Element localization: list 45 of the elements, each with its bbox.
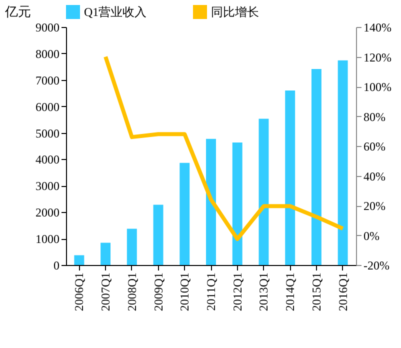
x-tick-label: 2013Q1	[256, 272, 271, 312]
bar	[338, 60, 348, 265]
y-tick-label: 0	[54, 258, 60, 272]
bar	[232, 142, 242, 265]
bar	[206, 138, 216, 265]
bar	[153, 204, 164, 265]
y-tick-label: 3000	[36, 179, 60, 194]
y2-tick-label: -20%	[364, 258, 390, 272]
x-tick-label: 2009Q1	[151, 272, 166, 312]
x-tick-label: 2012Q1	[230, 272, 244, 312]
y-tick-label: 9000	[36, 20, 60, 34]
y-tick-label: 1000	[36, 232, 60, 246]
bar	[180, 162, 190, 265]
y-tick-label: 5000	[36, 126, 60, 140]
y2-tick-label: 20%	[364, 199, 386, 213]
y2-tick-label: 60%	[364, 140, 386, 154]
y2-tick-label: 0%	[364, 228, 380, 243]
x-tick-label: 2016Q1	[336, 272, 350, 312]
bar	[126, 228, 137, 265]
y2-tick-label: 40%	[364, 169, 386, 184]
x-tick-label: 2011Q1	[204, 272, 218, 311]
y-tick-label: 2000	[36, 206, 60, 220]
x-tick-label: 2015Q1	[309, 272, 324, 312]
legend-label: Q1营业收入	[84, 5, 147, 19]
x-tick-label: 2014Q1	[283, 272, 298, 312]
y-tick-label: 4000	[36, 152, 60, 167]
x-tick-label: 2006Q1	[72, 272, 86, 312]
y-tick-label: 8000	[36, 46, 60, 61]
y-tick-label: 7000	[36, 73, 60, 88]
y2-tick-label: 120%	[364, 50, 392, 64]
x-tick-label: 2007Q1	[98, 272, 113, 312]
bar	[258, 118, 269, 265]
y-axis-title: 亿元	[4, 4, 31, 19]
y-tick-label: 6000	[36, 100, 60, 114]
y2-tick-label: 140%	[364, 20, 392, 34]
x-tick-label: 2010Q1	[178, 272, 192, 312]
bar	[285, 90, 296, 265]
bar	[74, 255, 84, 265]
x-tick-label: 2008Q1	[124, 272, 139, 312]
y2-tick-label: 80%	[364, 110, 386, 124]
bar	[100, 242, 111, 265]
bar	[311, 69, 322, 265]
legend-label: 同比增长	[211, 5, 259, 19]
line-series	[104, 54, 345, 241]
y2-tick-label: 100%	[364, 80, 392, 94]
